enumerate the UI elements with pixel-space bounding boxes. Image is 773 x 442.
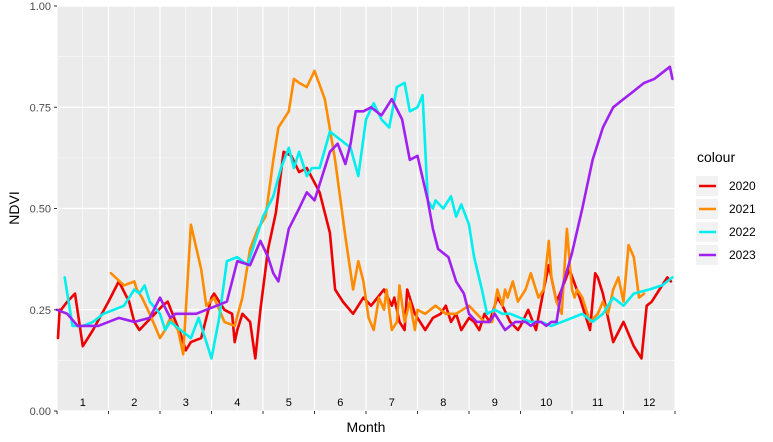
series-line-2023: [55, 65, 674, 332]
month-label: 10: [540, 397, 552, 409]
month-label: 3: [183, 397, 189, 409]
month-labels: 1 2 3 4 5 6 7 8 9 10 11 12: [80, 397, 656, 409]
month-label: 12: [643, 397, 655, 409]
month-label: 9: [492, 397, 498, 409]
legend-label-2021: 2021: [729, 202, 756, 216]
y-axis: 0.00 0.25 0.50 0.75 1.00: [30, 1, 57, 418]
legend-label-2020: 2020: [729, 179, 756, 193]
month-label: 7: [389, 397, 395, 409]
y-tick-label: 0.75: [30, 102, 51, 114]
y-tick-label: 0.50: [30, 204, 51, 216]
legend: colour 2020 2021 2022 2023: [696, 149, 756, 265]
month-label: 11: [592, 397, 603, 409]
month-label: 4: [234, 397, 240, 409]
series-lines: [55, 65, 674, 360]
month-label: 1: [80, 397, 86, 409]
series-line-2021: [109, 69, 646, 356]
month-label: 5: [286, 397, 292, 409]
y-tick-label: 0.00: [30, 406, 51, 418]
month-label: 8: [440, 397, 446, 409]
y-tick-label: 1.00: [30, 1, 51, 13]
x-axis: [56, 411, 676, 414]
legend-label-2022: 2022: [729, 225, 756, 239]
legend-label-2023: 2023: [729, 248, 756, 262]
y-tick-label: 0.25: [30, 305, 51, 317]
month-label: 6: [337, 397, 343, 409]
y-axis-title: NDVI: [6, 191, 22, 224]
x-axis-title: Month: [347, 419, 386, 435]
month-label: 2: [131, 397, 137, 409]
legend-title: colour: [697, 149, 735, 165]
